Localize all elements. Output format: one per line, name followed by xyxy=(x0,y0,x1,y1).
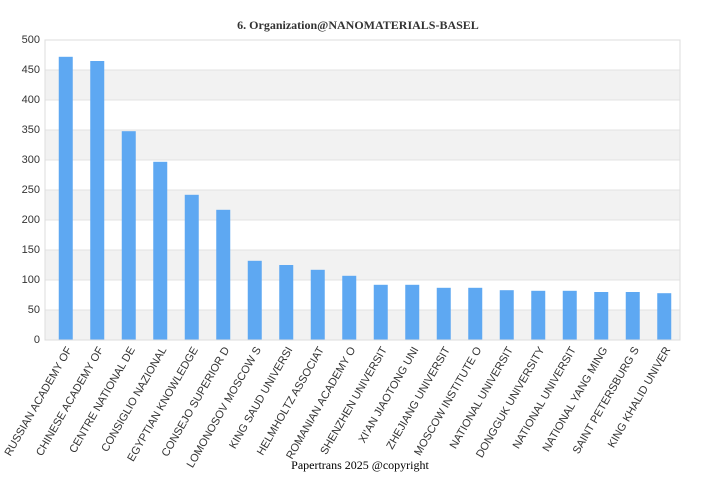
bar xyxy=(216,209,231,340)
y-tick-label: 500 xyxy=(22,34,40,46)
bar xyxy=(625,292,640,340)
bar xyxy=(279,265,294,340)
bar xyxy=(58,56,73,341)
y-tick-label: 450 xyxy=(22,64,40,76)
bar xyxy=(499,290,514,340)
bar xyxy=(153,161,168,340)
y-tick-label: 150 xyxy=(22,244,40,256)
y-tick-label: 100 xyxy=(22,274,40,286)
y-tick-label: 400 xyxy=(22,94,40,106)
bar xyxy=(594,292,609,340)
y-tick-label: 300 xyxy=(22,154,40,166)
bar xyxy=(405,284,420,340)
x-tick-label: KING KHALID UNIVER xyxy=(606,345,674,450)
bar xyxy=(373,284,388,340)
footer: Papertrans 2025 @copyright xyxy=(291,458,429,472)
y-tick-label: 0 xyxy=(34,334,40,346)
bar xyxy=(310,269,325,340)
bar xyxy=(90,61,105,340)
grid-band xyxy=(45,70,680,100)
bar xyxy=(342,275,357,340)
plot-frame xyxy=(44,39,681,341)
bar xyxy=(436,287,451,340)
grid-band xyxy=(45,190,680,220)
y-tick-label: 50 xyxy=(28,304,40,316)
y-tick-label: 200 xyxy=(22,214,40,226)
grid-band xyxy=(45,250,680,280)
bar xyxy=(247,260,262,340)
bar xyxy=(562,290,577,340)
chart-title: 6. Organization@NANOMATERIALS-BASEL xyxy=(237,18,479,32)
bar xyxy=(184,194,199,340)
grid-band xyxy=(45,130,680,160)
y-tick-label: 350 xyxy=(22,124,40,136)
bar xyxy=(531,290,546,340)
grid-band xyxy=(45,310,680,340)
x-tick-label: XI'AN JIAOTONG UNI xyxy=(357,345,422,445)
bar xyxy=(468,287,483,340)
bar xyxy=(121,131,136,340)
y-tick-label: 250 xyxy=(22,184,40,196)
bar xyxy=(657,293,672,340)
